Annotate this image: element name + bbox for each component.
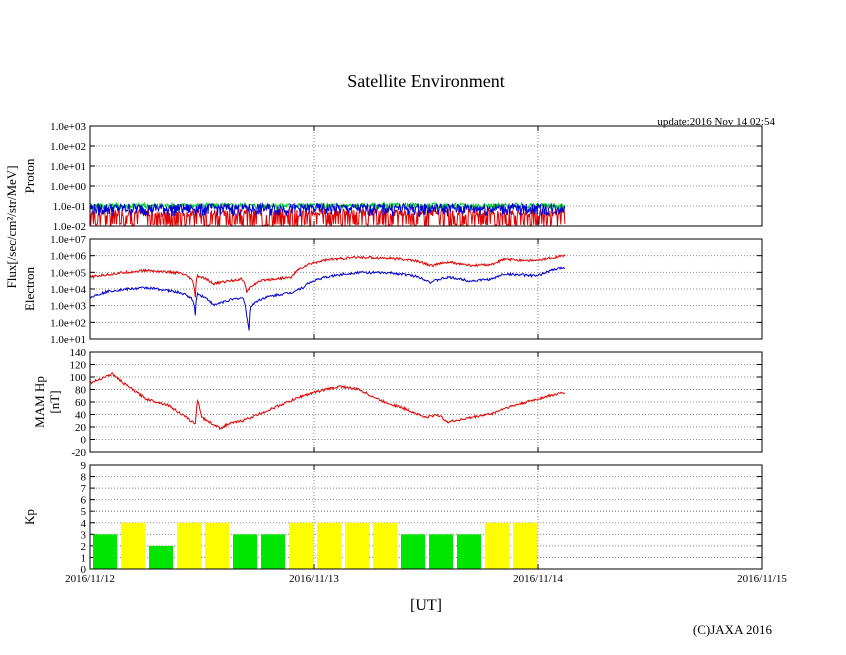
kp-bar-9: [345, 522, 369, 569]
electron-ytick-label-0: 1.0e+01: [50, 334, 86, 346]
kp-bar-2: [149, 545, 173, 569]
electron-blue-line: [90, 266, 566, 331]
proton-ytick-label-0: 1.0e-02: [53, 221, 86, 233]
mam-hp-ytick-label-8: 140: [70, 347, 87, 359]
kp-frame: [89, 464, 763, 570]
kp-bar-14: [485, 522, 509, 569]
mam-hp-ylabel-line2: [nT]: [47, 390, 62, 413]
proton-ytick-label-3: 1.0e+01: [50, 161, 86, 173]
electron-panel: 1.0e+01 1.0e+02 1.0e+03 1.0e+04 1.0e+05 1.0e+…: [22, 234, 763, 346]
electron-ylabel: Electron: [22, 266, 37, 311]
mam-hp-ytick-label-0: -20: [71, 447, 86, 459]
electron-ytick-label-2: 1.0e+03: [50, 301, 86, 313]
kp-bar-7: [289, 522, 313, 569]
kp-ytick-label-7: 7: [81, 483, 87, 495]
kp-bar-5: [233, 534, 257, 569]
kp-bar-3: [177, 522, 201, 569]
mam-hp-ytick-label-2: 20: [75, 422, 87, 434]
electron-ytick-label-4: 1.0e+05: [50, 267, 86, 279]
x-tick-label-2: 2016/11/14: [513, 573, 563, 585]
kp-ytick-label-1: 1: [81, 552, 87, 564]
kp-ytick-label-4: 4: [81, 518, 87, 530]
proton-frame: [89, 125, 763, 227]
kp-bar-12: [429, 534, 453, 569]
kp-ytick-label-8: 8: [81, 472, 87, 484]
mam-hp-red-line: [90, 372, 565, 430]
kp-ytick-label-6: 6: [81, 495, 87, 507]
proton-ytick-label-5: 1.0e+03: [50, 121, 86, 133]
mam-hp-ytick-label-4: 60: [75, 397, 87, 409]
proton-panel: 1.0e-02 1.0e-01 1.0e+00 1.0e+01 1.0e+02 1.0e+…: [22, 121, 763, 233]
mam-hp-ytick-label-5: 80: [75, 385, 87, 397]
mam-hp-ytick-label-3: 40: [75, 410, 87, 422]
mam-hp-frame: [89, 351, 763, 453]
mam-hp-ytick-label-1: 0: [81, 435, 87, 447]
kp-bar-6: [261, 534, 285, 569]
proton-ytick-label-2: 1.0e+00: [50, 181, 86, 193]
electron-ytick-label-1: 1.0e+02: [50, 317, 86, 329]
chart-title: Satellite Environment: [347, 71, 504, 91]
electron-ytick-label-5: 1.0e+06: [50, 251, 86, 263]
x-axis-label: [UT]: [410, 597, 442, 614]
flux-axis-label: Flux[/sec/cm²/str/MeV]: [4, 165, 19, 288]
mam-hp-ytick-label-6: 100: [70, 372, 87, 384]
proton-data: [90, 201, 566, 226]
kp-ytick-label-5: 5: [81, 506, 87, 518]
kp-data: [93, 522, 537, 569]
kp-bar-11: [401, 534, 425, 569]
kp-bar-13: [457, 534, 481, 569]
kp-bar-15: [513, 522, 537, 569]
proton-blue-line: [90, 201, 566, 218]
kp-bar-8: [317, 522, 341, 569]
chart-panels: 1.0e-021.0e-011.0e+001.0e+011.0e+021.0e+…: [22, 121, 787, 585]
x-tick-label-3: 2016/11/15: [737, 573, 787, 585]
electron-red-line: [90, 253, 566, 298]
mam-hp-data: [90, 372, 565, 430]
mam-hp-ylabel-line1: MAM Hp: [32, 376, 47, 428]
kp-ytick-label-9: 9: [81, 460, 87, 472]
mam-hp-ytick-label-7: 120: [70, 360, 87, 372]
proton-ytick-label-1: 1.0e-01: [53, 201, 86, 213]
update-timestamp: update:2016 Nov 14 02:54: [657, 116, 775, 128]
electron-data: [90, 253, 566, 331]
kp-bar-0: [93, 534, 117, 569]
kp-ytick-label-2: 2: [81, 541, 87, 553]
proton-red-line: [90, 207, 566, 226]
kp-ylabel: Kp: [22, 509, 37, 525]
x-tick-label-0: 2016/11/12: [65, 573, 115, 585]
proton-ytick-label-4: 1.0e+02: [50, 141, 86, 153]
proton-ylabel: Proton: [22, 158, 37, 193]
kp-bar-4: [205, 522, 229, 569]
kp-bar-1: [121, 522, 145, 569]
kp-ytick-label-0: 0: [81, 564, 87, 576]
kp-ytick-label-3: 3: [81, 529, 87, 541]
x-tick-label-1: 2016/11/13: [289, 573, 339, 585]
electron-frame: [89, 238, 763, 340]
kp-bar-10: [373, 522, 397, 569]
copyright-text: (C)JAXA 2016: [693, 622, 773, 637]
electron-ytick-label-6: 1.0e+07: [50, 234, 86, 246]
electron-ytick-label-3: 1.0e+04: [50, 284, 86, 296]
